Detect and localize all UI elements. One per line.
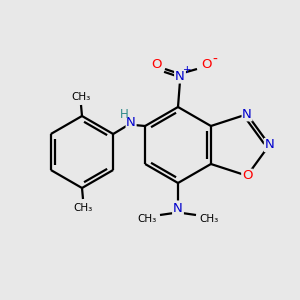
Text: O: O bbox=[202, 58, 212, 71]
Text: +: + bbox=[183, 65, 191, 75]
Text: N: N bbox=[265, 139, 274, 152]
Text: N: N bbox=[126, 116, 136, 128]
Text: CH₃: CH₃ bbox=[74, 203, 93, 213]
Text: H: H bbox=[120, 109, 128, 122]
Text: CH₃: CH₃ bbox=[137, 214, 157, 224]
Text: N: N bbox=[173, 202, 183, 214]
Text: CH₃: CH₃ bbox=[71, 92, 91, 102]
Text: O: O bbox=[152, 58, 162, 71]
Text: CH₃: CH₃ bbox=[200, 214, 219, 224]
Text: -: - bbox=[213, 53, 218, 67]
Text: N: N bbox=[175, 70, 185, 83]
Text: O: O bbox=[242, 169, 252, 182]
Text: N: N bbox=[242, 108, 252, 121]
